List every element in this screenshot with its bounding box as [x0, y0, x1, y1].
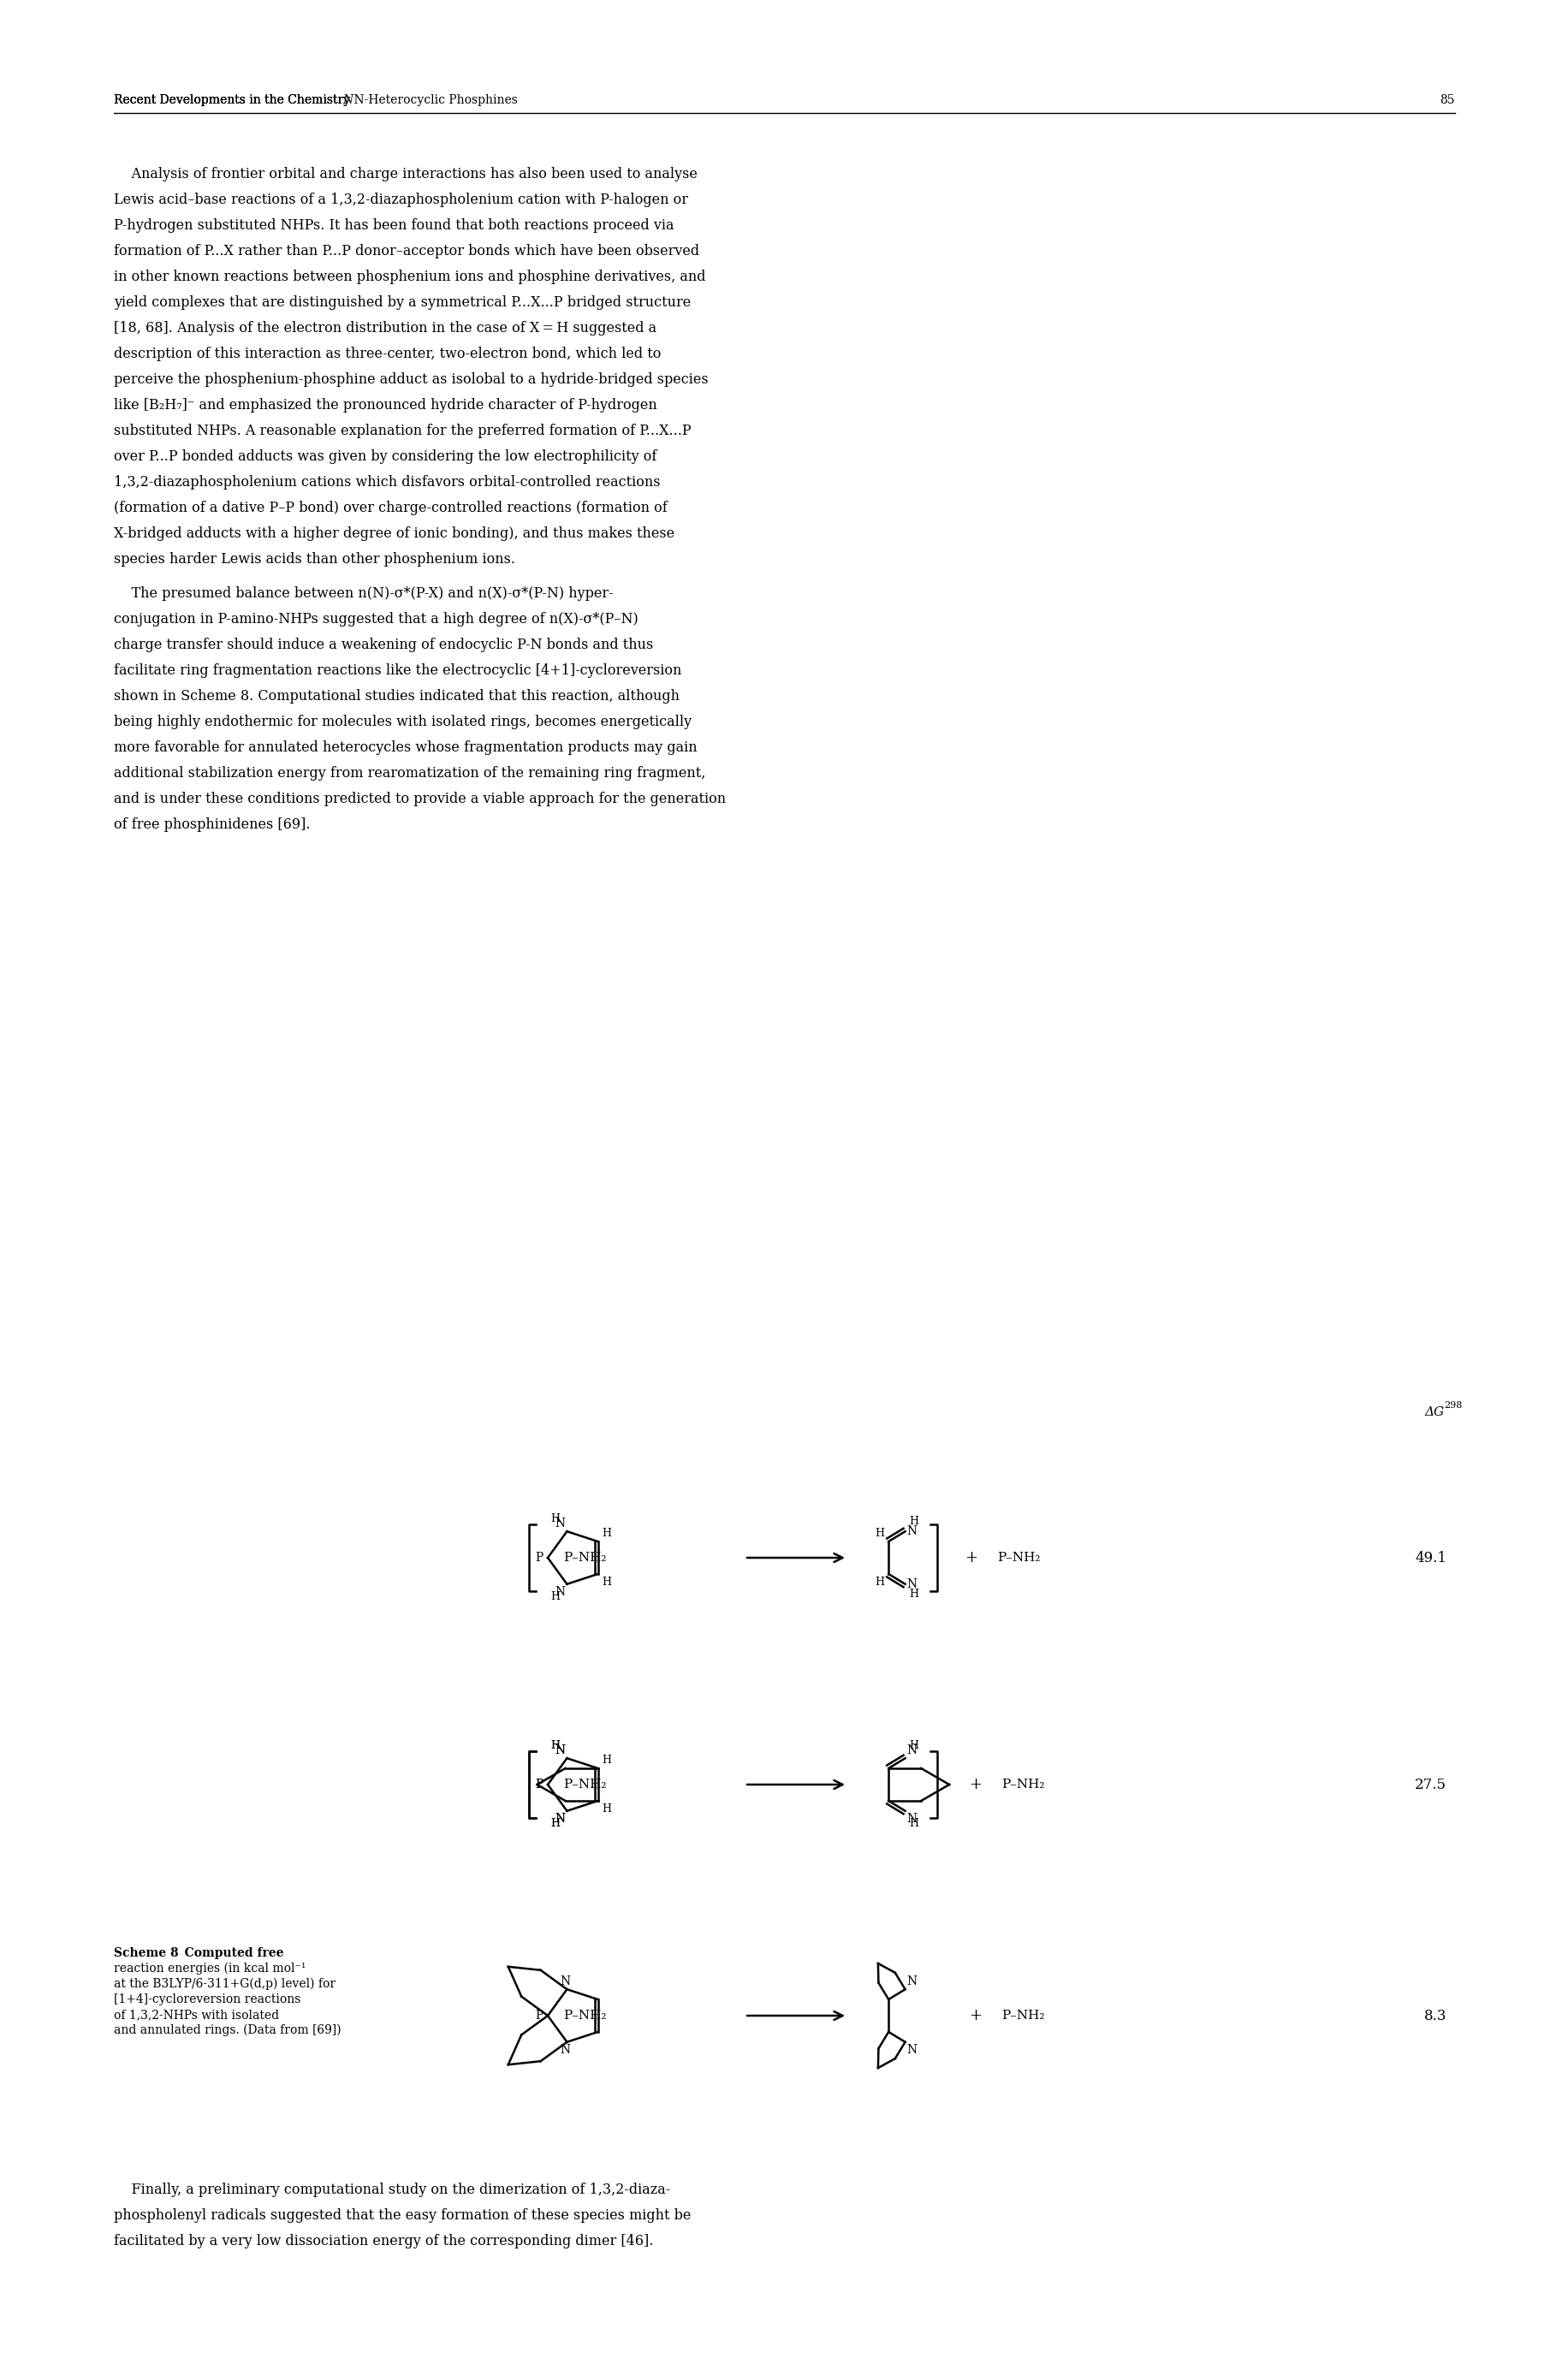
Text: +: + [964, 1549, 977, 1566]
Text: N: N [560, 2043, 571, 2055]
Text: N: N [906, 1974, 917, 1989]
Text: N: N [555, 1813, 564, 1825]
Text: Finally, a preliminary computational study on the dimerization of 1,3,2-diaza-: Finally, a preliminary computational stu… [114, 2184, 670, 2198]
Text: charge transfer should induce a weakening of endocyclic P-N bonds and thus: charge transfer should induce a weakenin… [114, 637, 652, 651]
Text: +: + [969, 1777, 982, 1792]
Text: (formation of a dative P–P bond) over charge-controlled reactions (formation of: (formation of a dative P–P bond) over ch… [114, 501, 666, 516]
Text: like [B₂H₇]⁻ and emphasized the pronounced hydride character of P-hydrogen: like [B₂H₇]⁻ and emphasized the pronounc… [114, 399, 657, 413]
Text: H: H [602, 1803, 612, 1815]
Text: formation of P...X rather than P...P donor–acceptor bonds which have been observ: formation of P...X rather than P...P don… [114, 245, 699, 259]
Text: Lewis acid–base reactions of a 1,3,2-diazaphospholenium cation with P-halogen or: Lewis acid–base reactions of a 1,3,2-dia… [114, 192, 688, 207]
Text: N: N [906, 2043, 917, 2055]
Text: 298: 298 [1443, 1402, 1461, 1409]
Text: N: N [906, 1813, 917, 1825]
Text: 27.5: 27.5 [1414, 1777, 1446, 1792]
Text: additional stabilization energy from rearomatization of the remaining ring fragm: additional stabilization energy from rea… [114, 765, 706, 782]
Text: 8.3: 8.3 [1424, 2008, 1446, 2022]
Text: Recent Developments in the Chemistry: Recent Developments in the Chemistry [114, 95, 354, 107]
Text: being highly endothermic for molecules with isolated rings, becomes energeticall: being highly endothermic for molecules w… [114, 715, 691, 729]
Text: H: H [602, 1578, 612, 1587]
Text: H: H [602, 1753, 612, 1765]
Text: P–NH₂: P–NH₂ [563, 2010, 607, 2022]
Text: and is under these conditions predicted to provide a viable approach for the gen: and is under these conditions predicted … [114, 791, 726, 805]
Text: phospholenyl radicals suggested that the easy formation of these species might b: phospholenyl radicals suggested that the… [114, 2207, 690, 2224]
Text: H: H [909, 1818, 919, 1830]
Text: P: P [535, 2010, 543, 2022]
Text: P–NH₂: P–NH₂ [563, 1780, 607, 1792]
Text: H: H [550, 1739, 560, 1751]
Text: +: + [969, 2008, 982, 2024]
Text: H: H [550, 1818, 560, 1830]
Text: conjugation in P-amino-NHPs suggested that a high degree of n(X)-σ*(P–N): conjugation in P-amino-NHPs suggested th… [114, 613, 638, 627]
Text: facilitate ring fragmentation reactions like the electrocyclic [4+1]-cyclorevers: facilitate ring fragmentation reactions … [114, 663, 681, 677]
Text: H: H [909, 1739, 919, 1751]
Text: H: H [875, 1578, 884, 1587]
Text: Analysis of frontier orbital and charge interactions has also been used to analy: Analysis of frontier orbital and charge … [114, 166, 698, 181]
Text: and annulated rings. (Data from [69]): and annulated rings. (Data from [69]) [114, 2024, 340, 2036]
Text: 85: 85 [1439, 95, 1454, 107]
Text: N: N [555, 1744, 564, 1756]
Text: P–NH₂: P–NH₂ [1000, 1780, 1044, 1792]
Text: H: H [875, 1528, 884, 1540]
Text: species harder Lewis acids than other phosphenium ions.: species harder Lewis acids than other ph… [114, 551, 514, 565]
Text: H: H [909, 1516, 919, 1528]
Text: yield complexes that are distinguished by a symmetrical P...X...P bridged struct: yield complexes that are distinguished b… [114, 295, 690, 309]
Text: [1+4]-cycloreversion reactions: [1+4]-cycloreversion reactions [114, 1993, 301, 2005]
Text: perceive the phosphenium-phosphine adduct as isolobal to a hydride-bridged speci: perceive the phosphenium-phosphine adduc… [114, 373, 709, 387]
Text: P–NH₂: P–NH₂ [997, 1552, 1040, 1563]
Text: H: H [602, 1528, 612, 1540]
Text: H: H [550, 1514, 560, 1525]
Text: substituted NHPs. A reasonable explanation for the preferred formation of P...X.: substituted NHPs. A reasonable explanati… [114, 423, 691, 437]
Text: H: H [550, 1818, 560, 1830]
Text: Recent Developments in the Chemistry: Recent Developments in the Chemistry [114, 95, 354, 107]
Text: N: N [906, 1744, 917, 1756]
Text: P: P [535, 1780, 543, 1792]
Text: more favorable for annulated heterocycles whose fragmentation products may gain: more favorable for annulated heterocycle… [114, 741, 696, 756]
Text: P: P [535, 1552, 543, 1563]
Text: in other known reactions between phosphenium ions and phosphine derivatives, and: in other known reactions between phosphe… [114, 268, 706, 285]
Text: X-bridged adducts with a higher degree of ionic bonding), and thus makes these: X-bridged adducts with a higher degree o… [114, 527, 674, 542]
Text: H: H [909, 1590, 919, 1599]
Text: ΔG: ΔG [1424, 1407, 1444, 1418]
Text: 49.1: 49.1 [1414, 1552, 1446, 1566]
Text: reaction energies (in kcal mol⁻¹: reaction energies (in kcal mol⁻¹ [114, 1963, 306, 1974]
Text: 1,3,2-diazaphospholenium cations which disfavors orbital-controlled reactions: 1,3,2-diazaphospholenium cations which d… [114, 475, 660, 489]
Text: N: N [555, 1813, 564, 1825]
Text: N: N [555, 1744, 564, 1756]
Text: shown in Scheme 8. Computational studies indicated that this reaction, although: shown in Scheme 8. Computational studies… [114, 689, 679, 703]
Text: N: N [342, 95, 353, 107]
Text: [18, 68]. Analysis of the electron distribution in the case of X = H suggested a: [18, 68]. Analysis of the electron distr… [114, 321, 657, 335]
Text: P–NH₂: P–NH₂ [563, 1552, 607, 1563]
Text: N: N [555, 1518, 564, 1530]
Text: N: N [555, 1585, 564, 1597]
Text: at the B3LYP/6-311+G(d,p) level) for: at the B3LYP/6-311+G(d,p) level) for [114, 1977, 336, 1991]
Text: P-hydrogen substituted NHPs. It has been found that both reactions proceed via: P-hydrogen substituted NHPs. It has been… [114, 219, 674, 233]
Text: P: P [535, 1780, 543, 1792]
Text: Recent Developments in the Chemistry N-Heterocyclic Phosphines: Recent Developments in the Chemistry N-H… [114, 95, 517, 107]
Text: over P...P bonded adducts was given by considering the low electrophilicity of: over P...P bonded adducts was given by c… [114, 449, 657, 463]
Text: N: N [906, 1525, 917, 1537]
Text: N: N [560, 1974, 571, 1989]
Text: The presumed balance between n(N)-σ*(P-X) and n(X)-σ*(P-N) hyper-: The presumed balance between n(N)-σ*(P-X… [114, 587, 613, 601]
Text: H: H [550, 1592, 560, 1601]
Text: of free phosphinidenes [69].: of free phosphinidenes [69]. [114, 817, 310, 832]
Text: of 1,3,2-NHPs with isolated: of 1,3,2-NHPs with isolated [114, 2008, 279, 2022]
Text: P–NH₂: P–NH₂ [1000, 2010, 1044, 2022]
Text: facilitated by a very low dissociation energy of the corresponding dimer [46].: facilitated by a very low dissociation e… [114, 2233, 652, 2248]
Text: H: H [550, 1739, 560, 1751]
Text: N: N [906, 1578, 917, 1590]
Text: Scheme 8 Computed free: Scheme 8 Computed free [114, 1948, 284, 1960]
Text: description of this interaction as three-center, two-electron bond, which led to: description of this interaction as three… [114, 347, 660, 361]
